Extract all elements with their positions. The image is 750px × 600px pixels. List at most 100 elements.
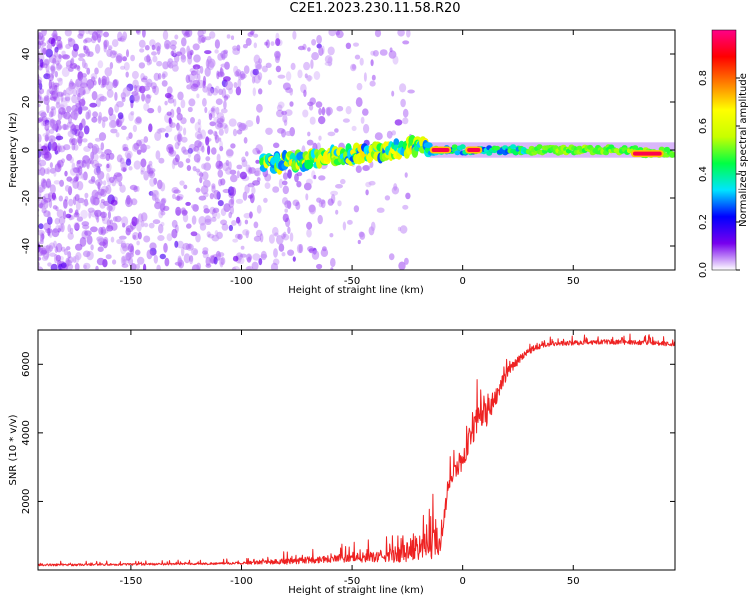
heatmap-cell: [95, 265, 99, 270]
heatmap-cell: [372, 50, 379, 57]
heatmap-cell: [191, 204, 199, 210]
heatmap-cell: [136, 222, 142, 232]
heatmap-cell: [148, 222, 155, 229]
heatmap-cell: [171, 187, 179, 194]
heatmap-cell: [276, 235, 284, 245]
heatmap-cell: [32, 86, 37, 93]
heatmap-cell: [138, 138, 145, 149]
heatmap-cell: [31, 169, 35, 176]
heatmap-cell: [264, 173, 272, 182]
y-tick-label: 0: [21, 147, 32, 153]
heatmap-cell: [232, 238, 239, 243]
heatmap-cell: [363, 123, 370, 134]
heatmap-cell: [118, 181, 123, 187]
x-tick-label: -50: [344, 576, 360, 587]
heatmap-cell: [138, 62, 146, 69]
heatmap-cell: [207, 87, 213, 97]
heatmap-cell: [41, 233, 45, 240]
heatmap-cell: [43, 151, 52, 161]
heatmap-cell: [196, 262, 202, 270]
heatmap-cell: [110, 119, 117, 128]
heatmap-cell: [56, 91, 65, 97]
x-tick-label: -100: [230, 276, 253, 287]
heatmap-cell: [201, 171, 209, 181]
heatmap-cell: [175, 206, 182, 216]
heatmap-cell: [258, 258, 263, 266]
snr-panel: -150 -100 -50 0 50 2000 4000 6000 Height of str…: [8, 329, 676, 596]
heatmap-cell: [220, 50, 228, 59]
heatmap-cell: [38, 193, 42, 202]
heatmap-cell: [350, 63, 357, 72]
heatmap-cell: [64, 96, 71, 102]
heatmap-cell: [284, 200, 292, 209]
heatmap-cell: [84, 37, 92, 43]
heatmap-cell: [186, 165, 192, 171]
heatmap-cell: [255, 159, 260, 164]
heatmap-cell: [123, 62, 130, 71]
heatmap-cell: [251, 30, 255, 35]
heatmap-cell: [157, 201, 165, 209]
heatmap-cell: [81, 106, 89, 111]
heatmap-cell: [161, 73, 166, 80]
heatmap-cell: [199, 222, 207, 231]
heatmap-cell: [144, 45, 150, 51]
heatmap-cell: [154, 196, 159, 203]
heatmap-cell: [404, 257, 409, 265]
heatmap-cell: [103, 200, 110, 207]
heatmap-cell: [154, 131, 162, 141]
heatmap-cell: [74, 114, 79, 119]
heatmap-cell: [214, 131, 218, 140]
heatmap-cell: [175, 224, 179, 233]
heatmap-cell: [190, 117, 195, 124]
heatmap-cell: [187, 147, 193, 154]
heatmap-cell: [172, 193, 176, 200]
heatmap-cell: [30, 85, 37, 91]
heatmap-cell: [236, 44, 241, 51]
heatmap-cell: [39, 202, 44, 209]
heatmap-cell: [49, 252, 56, 257]
heatmap-cell: [197, 127, 201, 133]
heatmap-cell: [91, 116, 98, 123]
heatmap-cell: [28, 32, 33, 36]
heatmap-cell: [73, 64, 81, 70]
heatmap-cell: [148, 160, 153, 166]
heatmap-cell: [204, 106, 208, 114]
heatmap-cell: [152, 189, 160, 200]
x-tick-label: -150: [120, 576, 143, 587]
heatmap-cell: [243, 65, 250, 74]
heatmap-cell: [28, 34, 32, 44]
heatmap-cell: [194, 70, 199, 80]
heatmap-cell: [316, 197, 322, 203]
heatmap-cell: [125, 71, 129, 78]
heatmap-cell: [190, 231, 198, 237]
heatmap-cell: [237, 78, 242, 88]
heatmap-cell: [251, 261, 259, 270]
heatmap-cell: [203, 208, 210, 214]
heatmap-cell: [146, 249, 153, 260]
heatmap-cell: [46, 89, 50, 98]
heatmap-cell: [82, 138, 88, 143]
heatmap-cell: [67, 130, 76, 138]
heatmap-cell: [38, 162, 42, 172]
heatmap-cell: [206, 231, 211, 238]
heatmap-cell: [282, 197, 288, 205]
heatmap-cell: [287, 249, 295, 256]
heatmap-cell: [80, 209, 88, 219]
heatmap-cell: [72, 88, 78, 97]
heatmap-cell: [56, 209, 64, 218]
heatmap-cell: [289, 101, 294, 107]
heatmap-cell: [459, 144, 466, 150]
heatmap-cell: [96, 257, 105, 266]
heatmap-cell: [176, 125, 183, 132]
heatmap-cell: [148, 169, 154, 175]
heatmap-cell: [114, 103, 119, 113]
heatmap-cell: [79, 236, 87, 247]
heatmap-cell: [121, 255, 129, 262]
y-tick-label: 40: [21, 48, 32, 61]
heatmap-cell: [220, 108, 228, 114]
heatmap-cell: [104, 67, 113, 77]
heatmap-cell: [223, 95, 229, 101]
heatmap-cell: [122, 146, 129, 152]
heatmap-cell: [185, 158, 191, 164]
heatmap-cell: [192, 166, 197, 172]
